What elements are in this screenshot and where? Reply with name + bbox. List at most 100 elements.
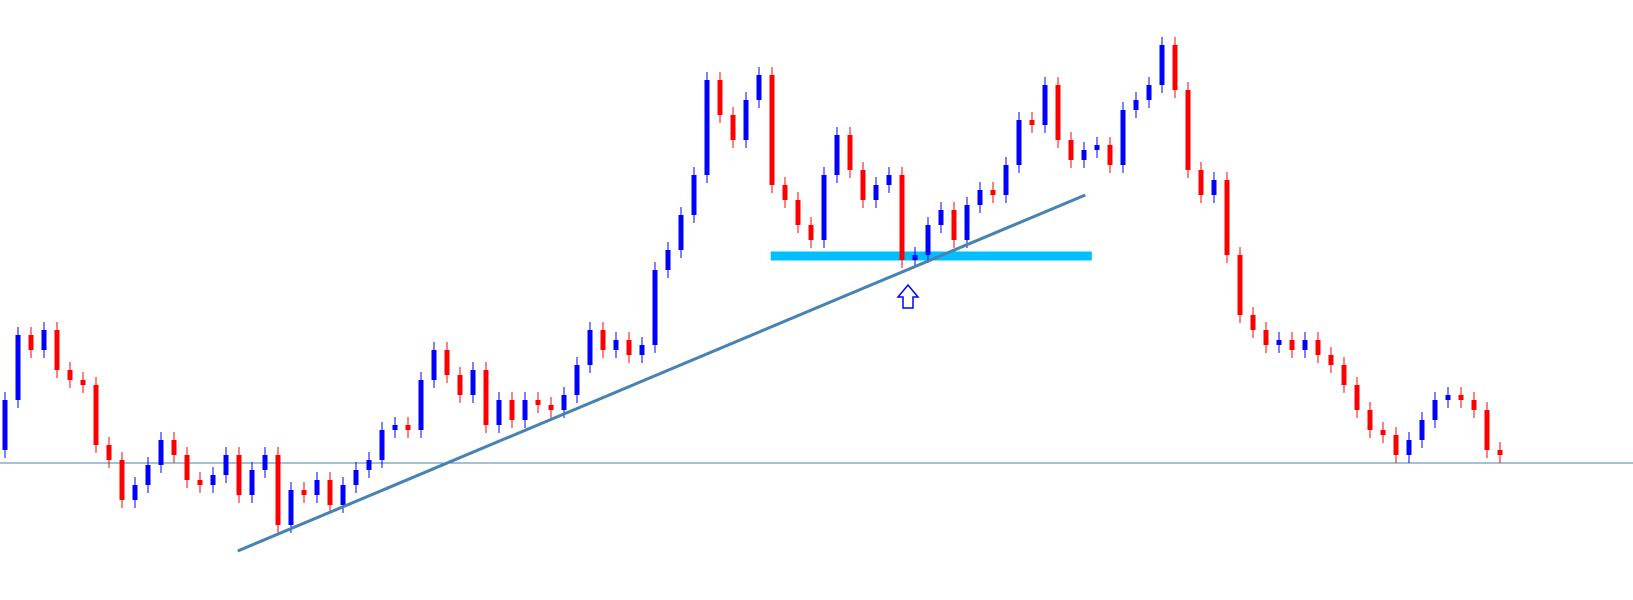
candle-body <box>1003 165 1009 195</box>
candle-body <box>964 205 970 240</box>
candle-body <box>548 405 554 410</box>
candle-body <box>1458 395 1464 400</box>
candle-body <box>457 375 463 395</box>
candle-body <box>600 330 606 350</box>
candle-body <box>444 350 450 375</box>
candle-body <box>1185 90 1191 170</box>
candle-body <box>1276 340 1282 345</box>
candle-body <box>288 490 294 525</box>
candle-body <box>522 400 528 420</box>
candle-body <box>301 490 307 495</box>
candle-body <box>678 215 684 250</box>
candle-body <box>782 185 788 200</box>
candle-body <box>483 370 489 425</box>
candle-body <box>730 115 736 140</box>
candle-body <box>834 135 840 175</box>
candle-body <box>210 475 216 485</box>
candle-body <box>847 135 853 170</box>
candle-body <box>808 225 814 240</box>
candle-body <box>1068 140 1074 160</box>
candle-body <box>54 330 60 370</box>
candle-body <box>379 430 385 460</box>
arrow-icon <box>896 283 920 309</box>
candle-body <box>171 440 177 455</box>
candle-body <box>665 250 671 270</box>
candle-body <box>1146 85 1152 100</box>
candle-body <box>626 340 632 355</box>
candle-body <box>561 395 567 410</box>
candle-body <box>1367 410 1373 430</box>
candle-body <box>431 350 437 380</box>
candle-body <box>1081 150 1087 160</box>
candle-body <box>1497 450 1503 455</box>
candle-body <box>873 185 879 200</box>
candle-body <box>574 365 580 395</box>
candle-body <box>2 400 8 450</box>
candle-body <box>1484 410 1490 450</box>
candle-body <box>587 330 593 365</box>
candle-body <box>1172 45 1178 90</box>
candle-body <box>67 370 73 380</box>
candle-body <box>795 200 801 225</box>
candle-body <box>1393 435 1399 455</box>
candle-body <box>1341 365 1347 385</box>
candle-body <box>1107 145 1113 165</box>
candle-body <box>132 485 138 500</box>
candle-body <box>119 460 125 500</box>
candle-body <box>496 400 502 425</box>
candle-body <box>249 470 255 495</box>
candle-body <box>938 210 944 225</box>
candle-body <box>886 175 892 185</box>
candle-body <box>769 75 775 185</box>
candle-body <box>743 100 749 140</box>
candle-body <box>340 485 346 505</box>
candle-body <box>509 400 515 420</box>
candle-body <box>93 385 99 445</box>
candle-body <box>184 455 190 480</box>
candle-body <box>1471 400 1477 410</box>
candle-body <box>535 400 541 405</box>
candle-body <box>925 225 931 255</box>
candle-body <box>1406 440 1412 455</box>
candle-body <box>28 335 34 350</box>
candle-body <box>1263 330 1269 345</box>
candle-body <box>145 465 151 485</box>
candle-body <box>613 340 619 350</box>
candle-body <box>327 480 333 505</box>
candle-body <box>1042 85 1048 125</box>
candle-body <box>1419 420 1425 440</box>
candle-body <box>275 455 281 525</box>
candle-body <box>756 75 762 100</box>
candle-body <box>1029 120 1035 125</box>
candle-body <box>860 170 866 200</box>
candle-body <box>1432 400 1438 420</box>
candle-body <box>1159 45 1165 85</box>
candle-body <box>1224 180 1230 255</box>
candle-body <box>41 330 47 350</box>
candle-body <box>106 445 112 460</box>
candle-body <box>1354 385 1360 410</box>
candle-body <box>1055 85 1061 140</box>
candle-body <box>405 425 411 430</box>
candle-body <box>899 175 905 260</box>
candle-body <box>353 470 359 485</box>
candle-body <box>1302 340 1308 350</box>
candle-body <box>1133 100 1139 110</box>
candle-body <box>1380 430 1386 435</box>
candle-body <box>1211 180 1217 195</box>
candle-body <box>990 190 996 195</box>
candle-body <box>1445 395 1451 400</box>
candle-body <box>1120 110 1126 165</box>
candles <box>2 37 1503 533</box>
candle-body <box>977 190 983 205</box>
candle-body <box>1328 355 1334 365</box>
candle-body <box>1250 315 1256 330</box>
candle-body <box>1289 340 1295 350</box>
candle-body <box>821 175 827 240</box>
candle-body <box>1198 170 1204 195</box>
candle-body <box>704 80 710 175</box>
candle-body <box>262 455 268 470</box>
candle-body <box>158 440 164 465</box>
candle-body <box>717 80 723 115</box>
